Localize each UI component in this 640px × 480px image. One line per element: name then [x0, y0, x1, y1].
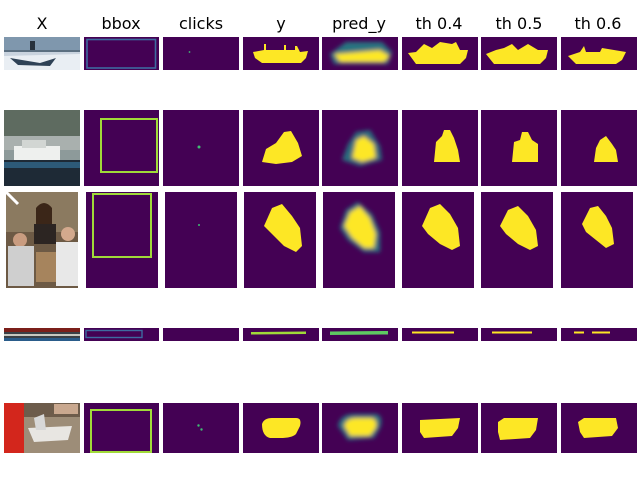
clicks-map	[163, 110, 239, 186]
row-1	[4, 37, 637, 70]
ground-truth-mask	[262, 418, 301, 438]
threshold-06-mask	[568, 46, 626, 64]
threshold-06-mask	[578, 418, 618, 438]
bbox-map	[84, 110, 159, 186]
ground-truth-mask	[264, 204, 302, 252]
clicks-map	[163, 403, 239, 453]
row-4	[4, 328, 637, 341]
column-title-th-04: th 0.4	[416, 14, 463, 33]
bbox-outline	[85, 329, 143, 339]
threshold-06-mask-b	[592, 331, 610, 334]
prediction-map	[342, 130, 382, 166]
bbox-map	[86, 192, 158, 288]
threshold-06-mask	[594, 136, 618, 162]
clicks-map	[165, 192, 237, 288]
threshold-04-mask	[408, 42, 468, 64]
click-point	[198, 224, 200, 226]
threshold-05-bg	[481, 328, 557, 341]
column-title-x: X	[37, 14, 48, 33]
row-2	[4, 110, 637, 186]
threshold-05-mask	[500, 206, 538, 250]
ground-truth-mask	[251, 331, 306, 335]
ground-truth-mask-bg	[243, 328, 319, 341]
click-point	[188, 51, 191, 53]
prediction-map	[338, 414, 382, 440]
input-photo-strip	[4, 328, 80, 341]
bbox-map	[84, 37, 159, 70]
threshold-05-mask	[486, 44, 548, 64]
threshold-05-mask	[492, 331, 532, 334]
threshold-05-mask	[512, 132, 538, 162]
threshold-04-mask	[420, 418, 460, 438]
click-point	[200, 428, 203, 431]
bbox-outline	[90, 409, 152, 453]
column-title-bbox: bbox	[101, 14, 140, 33]
prediction-map	[330, 331, 388, 335]
threshold-04-mask	[434, 130, 460, 162]
bbox-map	[84, 403, 159, 453]
column-title-y: y	[276, 14, 285, 33]
threshold-06-bg	[561, 328, 637, 341]
ground-truth-mask	[262, 131, 302, 164]
bbox-outline	[92, 193, 152, 258]
input-photo-boat	[4, 37, 80, 70]
bbox-outline	[86, 38, 157, 69]
threshold-06-mask	[582, 206, 614, 248]
click-point	[197, 145, 201, 149]
column-title-th-05: th 0.5	[496, 14, 543, 33]
threshold-04-mask	[412, 331, 454, 334]
bbox-outline	[100, 118, 158, 173]
column-title-th-06: th 0.6	[575, 14, 622, 33]
prediction-map	[330, 42, 392, 64]
threshold-04-mask	[422, 204, 460, 250]
ground-truth-mask	[253, 44, 308, 63]
clicks-map	[163, 37, 239, 70]
input-photo-bowl	[4, 403, 80, 453]
clicks-map	[163, 328, 239, 341]
threshold-04-bg	[402, 328, 478, 341]
row-3	[4, 190, 633, 288]
threshold-05-mask	[498, 418, 538, 440]
column-title-clicks: clicks	[179, 14, 223, 33]
column-title-pred-y: pred_y	[332, 14, 386, 34]
input-photo-harbour	[4, 110, 80, 186]
click-point	[197, 424, 200, 427]
prediction-map	[340, 202, 380, 252]
input-photo-crowd	[4, 190, 78, 288]
row-5	[4, 403, 637, 453]
threshold-06-mask-a	[574, 331, 584, 334]
